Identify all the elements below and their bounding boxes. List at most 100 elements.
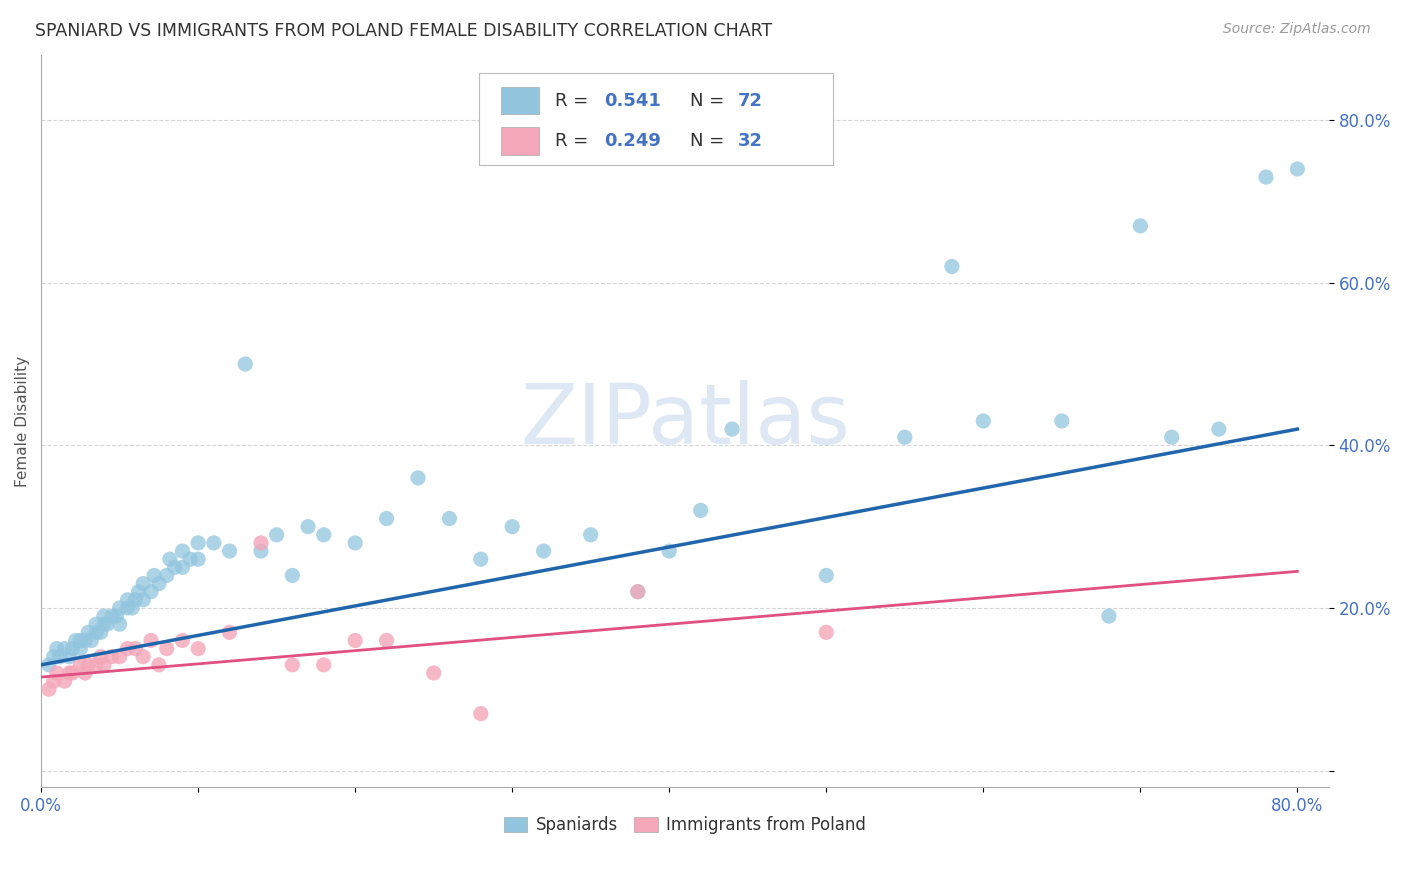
Point (297, 519, 319, 533)
Point (470, 706, 492, 721)
Point (84, 617, 107, 632)
Point (53, 641, 76, 656)
Point (93, 617, 115, 632)
Point (172, 544, 194, 558)
Point (156, 641, 179, 656)
Point (45, 641, 67, 656)
Point (689, 503, 711, 517)
Point (815, 625, 838, 640)
Point (1160, 430, 1182, 444)
Point (172, 560, 194, 574)
Text: ZIPatlas: ZIPatlas (520, 381, 849, 461)
Point (202, 536, 225, 550)
Legend: Spaniards, Immigrants from Poland: Spaniards, Immigrants from Poland (498, 809, 873, 840)
Point (579, 528, 602, 542)
Point (1098, 609, 1121, 624)
Point (124, 641, 146, 656)
FancyBboxPatch shape (501, 127, 540, 154)
Point (80, 633, 103, 648)
Point (250, 536, 273, 550)
Point (172, 633, 194, 648)
Point (93, 657, 115, 672)
Point (266, 528, 288, 542)
Point (218, 544, 240, 558)
Point (117, 641, 139, 656)
Point (1208, 422, 1230, 436)
Point (100, 609, 122, 624)
Point (132, 649, 155, 664)
Point (45, 665, 67, 680)
Point (75, 633, 97, 648)
Point (1129, 219, 1152, 233)
Text: N =: N = (690, 92, 730, 110)
FancyBboxPatch shape (501, 87, 540, 114)
Text: 0.541: 0.541 (603, 92, 661, 110)
Point (96, 617, 118, 632)
Point (117, 601, 139, 615)
Point (62, 665, 84, 680)
Point (439, 511, 461, 525)
Point (62, 641, 84, 656)
Point (148, 657, 170, 672)
Point (143, 568, 166, 582)
Text: 72: 72 (738, 92, 762, 110)
Point (139, 633, 162, 648)
Point (627, 584, 650, 599)
Point (75, 665, 97, 680)
Point (501, 519, 523, 533)
Point (77, 625, 100, 640)
Point (100, 649, 122, 664)
Point (148, 576, 170, 591)
Point (132, 592, 155, 607)
Point (65, 633, 87, 648)
Point (77, 657, 100, 672)
Point (972, 414, 994, 428)
Point (406, 471, 429, 485)
Point (721, 422, 744, 436)
Point (139, 584, 162, 599)
Point (132, 576, 155, 591)
Point (49, 649, 72, 664)
Y-axis label: Female Disability: Female Disability (15, 355, 30, 486)
Point (422, 665, 444, 680)
Point (179, 552, 201, 566)
Point (281, 568, 304, 582)
Point (250, 544, 273, 558)
Text: Source: ZipAtlas.com: Source: ZipAtlas.com (1223, 22, 1371, 37)
Point (84, 625, 107, 640)
Text: 32: 32 (738, 132, 762, 150)
Point (42, 674, 65, 689)
Point (312, 657, 335, 672)
Point (127, 584, 149, 599)
Point (1286, 161, 1309, 176)
Point (281, 657, 304, 672)
Point (53, 674, 76, 689)
Point (187, 641, 209, 656)
Point (117, 592, 139, 607)
Point (233, 357, 256, 371)
Point (658, 544, 681, 558)
Point (470, 552, 492, 566)
Point (124, 592, 146, 607)
Point (69, 633, 91, 648)
Point (69, 641, 91, 656)
Text: SPANIARD VS IMMIGRANTS FROM POLAND FEMALE DISABILITY CORRELATION CHART: SPANIARD VS IMMIGRANTS FROM POLAND FEMAL… (35, 22, 772, 40)
Text: R =: R = (555, 92, 593, 110)
Point (58, 649, 80, 664)
Point (218, 625, 240, 640)
Point (58, 665, 80, 680)
Point (84, 657, 107, 672)
Point (941, 260, 963, 274)
Point (42, 649, 65, 664)
Point (38, 657, 60, 672)
Point (1050, 414, 1073, 428)
Point (375, 511, 398, 525)
Point (627, 584, 650, 599)
Point (90, 649, 112, 664)
Point (105, 609, 128, 624)
Point (163, 560, 186, 574)
Point (815, 568, 838, 582)
Point (159, 552, 181, 566)
Point (187, 552, 209, 566)
Point (108, 649, 131, 664)
